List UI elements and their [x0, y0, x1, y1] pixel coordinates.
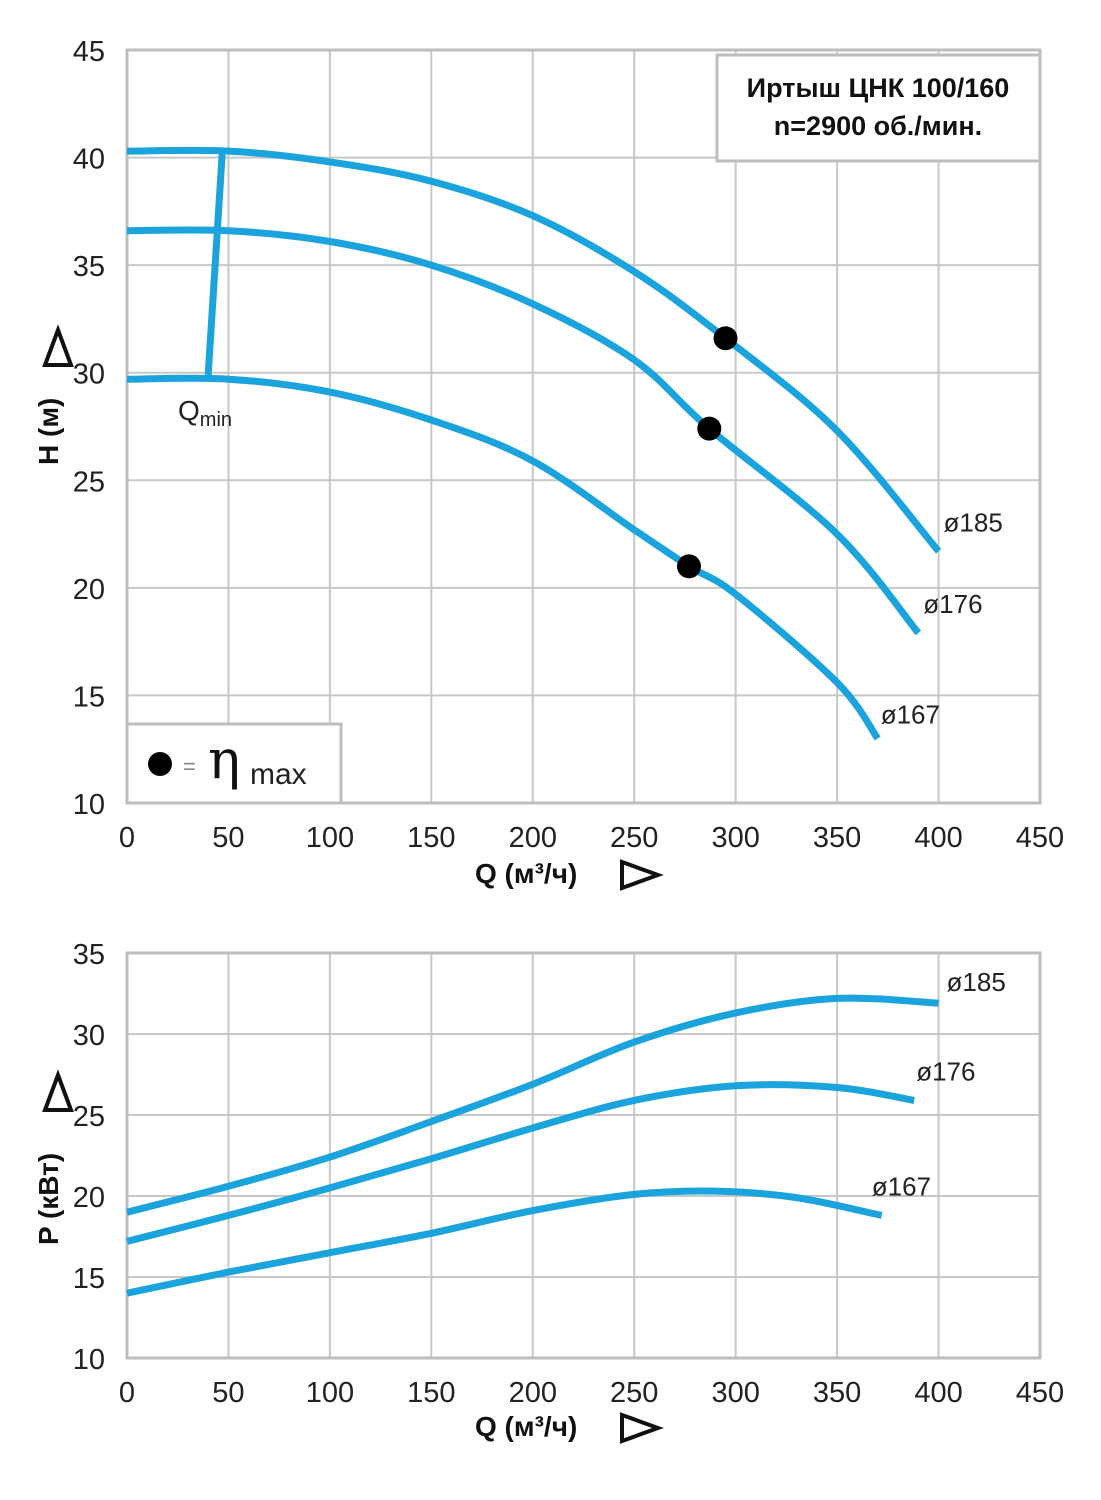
chart-title: Иртыш ЦНК 100/160	[747, 73, 1010, 103]
curve-label: ø185	[944, 507, 1003, 537]
power-curve-labels: ø185 ø176 ø167	[872, 967, 1006, 1201]
x-arrow-icon	[620, 1412, 664, 1444]
x-tick-label: 100	[306, 1377, 354, 1409]
x-tick-label: 350	[813, 822, 861, 854]
curve-d185	[126, 994, 939, 1216]
y-tick-label: 35	[73, 939, 105, 971]
efficiency-markers	[677, 326, 738, 579]
x-tick-label: 400	[914, 822, 962, 854]
x-tick-label: 200	[509, 1377, 557, 1409]
x-tick-label: 150	[407, 822, 455, 854]
qmin-label-main: Q	[178, 395, 200, 426]
legend-max: max	[250, 758, 307, 791]
head-curves	[126, 146, 942, 741]
y-tick-label: 10	[73, 789, 105, 821]
curve-d167	[126, 374, 881, 741]
power-grid	[125, 951, 1042, 1360]
x-tick-label: 0	[119, 822, 135, 854]
plot-frame	[125, 951, 1042, 1360]
y-arrow-icon	[42, 324, 74, 367]
x-tick-label: 300	[711, 1377, 759, 1409]
qmin-label-sub: min	[200, 409, 232, 431]
x-tick-label: 350	[813, 1377, 861, 1409]
y-tick-label: 25	[73, 1101, 105, 1133]
chart-subtitle: n=2900 об./мин.	[774, 111, 982, 141]
y-tick-label: 20	[73, 1182, 105, 1214]
y-tick-label: 35	[73, 251, 105, 283]
y-tick-label: 10	[73, 1344, 105, 1376]
title-box	[715, 53, 1042, 163]
eta-max-point	[697, 416, 722, 441]
y-tick-label: 15	[73, 1263, 105, 1295]
x-tick-label: 450	[1016, 822, 1064, 854]
curve-label: ø167	[881, 699, 940, 729]
x-tick-label: 400	[914, 1377, 962, 1409]
curve-d176	[126, 226, 922, 636]
plot-frame	[125, 48, 1042, 805]
x-tick-label: 150	[407, 1377, 455, 1409]
curve-label: ø167	[872, 1171, 931, 1201]
x-tick-label: 250	[610, 1377, 658, 1409]
curve-d176	[126, 1081, 915, 1245]
y-tick-label: 15	[73, 681, 105, 713]
x-tick-label: 100	[306, 822, 354, 854]
legend-eta: η	[208, 728, 240, 791]
x-tick-label: 250	[610, 822, 658, 854]
power-curves	[126, 994, 939, 1297]
qmin-label: Qmin	[178, 395, 232, 431]
head-grid	[125, 48, 1042, 805]
y-tick-label: 40	[73, 144, 105, 176]
curve-label: ø176	[923, 589, 982, 619]
curve-label: ø176	[916, 1056, 975, 1086]
y-tick-label: 45	[73, 36, 105, 68]
power-ticks: 0 50 100 150 200 250 300 350 400 450 10 15 20 25 30 35	[73, 939, 1064, 1409]
head-y-axis-title: H (м)	[33, 398, 64, 465]
x-arrow-icon	[620, 859, 664, 891]
head-chart: 0 50 100 150 200 250 300 350 400 450 10 15 20 25 30 35 4…	[33, 36, 1064, 891]
power-x-axis-title: Q (м³/ч)	[475, 1411, 577, 1442]
curve-label: ø185	[947, 967, 1006, 997]
eta-max-point	[677, 554, 702, 579]
power-chart: 0 50 100 150 200 250 300 350 400 450101520253035 …	[33, 939, 1064, 1444]
head-curve-labels: ø185 ø176 ø167	[881, 507, 1003, 729]
curve-d167	[126, 1187, 883, 1297]
x-tick-label: 450	[1016, 1377, 1064, 1409]
y-tick-label: 30	[73, 1020, 105, 1052]
eta-max-point	[713, 326, 738, 351]
curve-d185	[126, 146, 942, 554]
x-tick-label: 50	[212, 822, 244, 854]
y-arrow-icon	[42, 1069, 74, 1112]
qmin-line	[204, 150, 226, 376]
y-tick-label: 20	[73, 574, 105, 606]
legend-equals: =	[183, 754, 196, 779]
x-tick-label: 300	[711, 822, 759, 854]
head-ticks: 0 50 100 150 200 250 300 350 400 450 10 15 20 25 30 35 4…	[73, 36, 1064, 854]
x-tick-label: 200	[509, 822, 557, 854]
y-tick-label: 30	[73, 359, 105, 391]
legend-marker-icon	[148, 752, 172, 776]
y-tick-label: 25	[73, 466, 105, 498]
x-tick-label: 50	[212, 1377, 244, 1409]
head-x-axis-title: Q (м³/ч)	[475, 858, 577, 889]
x-tick-label: 0	[119, 1377, 135, 1409]
power-y-axis-title: P (кВт)	[33, 1153, 64, 1245]
